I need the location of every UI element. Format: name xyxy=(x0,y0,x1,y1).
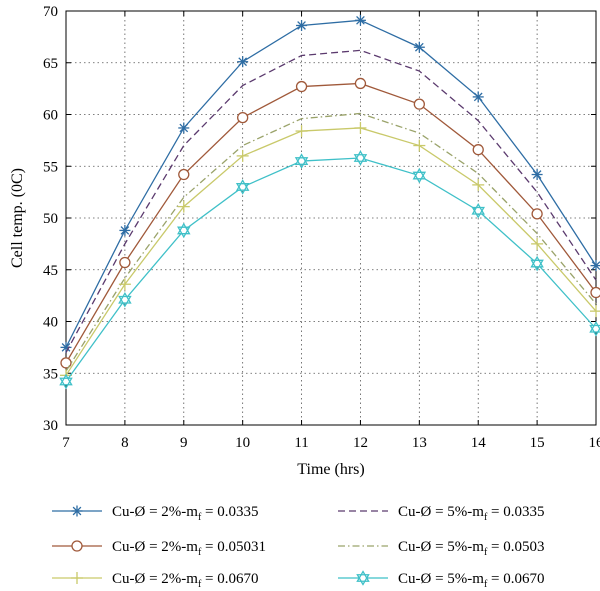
data-point xyxy=(531,169,543,181)
x-tick-label: 15 xyxy=(530,435,545,451)
y-tick-label: 45 xyxy=(43,263,58,279)
data-point xyxy=(119,256,131,269)
data-point xyxy=(177,200,190,213)
data-point xyxy=(295,80,308,93)
y-tick-label: 40 xyxy=(43,315,58,331)
data-point xyxy=(237,111,249,124)
x-axis: 7 8 9 10 11 12 13 14 15 16 xyxy=(62,11,600,451)
legend-marker xyxy=(71,505,83,517)
legend-item: Cu-Ø = 2%-mf = 0.0670 xyxy=(52,571,259,590)
legend-item: Cu-Ø = 5%-mf = 0.0670 xyxy=(338,570,545,590)
legend-item: Cu-Ø = 5%-mf = 0.0503 xyxy=(338,539,545,558)
data-point xyxy=(590,286,600,299)
x-axis-title: Time (hrs) xyxy=(297,461,364,478)
legend-label: Cu-Ø = 2%-mf = 0.0670 xyxy=(112,571,259,590)
data-point xyxy=(59,373,73,390)
series-5 xyxy=(60,121,600,382)
grid xyxy=(66,11,596,425)
data-point xyxy=(590,305,600,318)
x-tick-label: 8 xyxy=(121,435,129,451)
x-tick-label: 12 xyxy=(353,435,368,451)
legend-marker xyxy=(71,540,83,552)
data-point xyxy=(60,341,72,353)
legend-item: Cu-Ø = 5%-mf = 0.0335 xyxy=(338,504,545,523)
y-tick-label: 60 xyxy=(43,108,58,124)
data-point xyxy=(295,125,308,138)
data-point xyxy=(296,19,308,31)
legend-label: Cu-Ø = 2%-mf = 0.05031 xyxy=(112,539,266,558)
y-tick-label: 30 xyxy=(43,418,58,434)
data-point xyxy=(178,168,190,181)
data-point xyxy=(177,222,191,239)
data-point xyxy=(413,139,426,152)
legend-marker xyxy=(356,570,370,586)
data-point xyxy=(471,202,485,219)
y-tick-label: 55 xyxy=(43,159,58,175)
data-point xyxy=(236,149,249,162)
series-6 xyxy=(59,150,600,390)
data-point xyxy=(235,179,250,195)
series-line xyxy=(65,49,597,353)
legend-item: Cu-Ø = 2%-mf = 0.0335 xyxy=(52,504,259,523)
series-3 xyxy=(60,77,600,369)
series-line xyxy=(65,157,597,382)
data-point xyxy=(472,178,485,191)
legend-marker xyxy=(71,572,83,584)
series-line xyxy=(65,82,597,364)
legend-label: Cu-Ø = 5%-mf = 0.0335 xyxy=(398,504,545,523)
data-point xyxy=(472,144,484,156)
y-tick-label: 50 xyxy=(43,211,58,227)
x-tick-label: 16 xyxy=(589,435,600,451)
data-point xyxy=(412,167,427,184)
data-point xyxy=(118,291,132,308)
data-point xyxy=(354,121,367,134)
data-point xyxy=(531,237,544,250)
data-point xyxy=(294,153,309,169)
data-point xyxy=(472,91,484,103)
series-4 xyxy=(65,112,597,372)
x-tick-label: 7 xyxy=(62,435,70,451)
data-point xyxy=(413,98,425,110)
series-2 xyxy=(65,49,597,353)
legend-label: Cu-Ø = 5%-mf = 0.0503 xyxy=(398,539,545,558)
data-point xyxy=(589,320,600,337)
x-tick-label: 11 xyxy=(294,435,308,451)
data-point xyxy=(118,278,131,291)
y-tick-label: 70 xyxy=(43,4,58,20)
y-tick-label: 65 xyxy=(43,56,58,72)
series-line xyxy=(65,19,597,348)
legend: Cu-Ø = 2%-mf = 0.0335 Cu-Ø = 5%-mf = 0.03… xyxy=(52,504,545,590)
data-point xyxy=(354,77,367,90)
x-tick-label: 13 xyxy=(412,435,427,451)
series-1 xyxy=(60,14,600,353)
data-point xyxy=(353,150,368,166)
x-tick-label: 9 xyxy=(180,435,188,451)
x-tick-label: 14 xyxy=(471,435,487,451)
data-point xyxy=(531,208,543,220)
legend-label: Cu-Ø = 2%-mf = 0.0335 xyxy=(112,504,259,523)
y-tick-label: 35 xyxy=(43,366,58,382)
x-tick-label: 10 xyxy=(235,435,250,451)
y-axis-title: Cell temp. (0C) xyxy=(9,168,26,268)
series-line xyxy=(65,127,597,376)
data-point xyxy=(237,56,249,68)
legend-item: Cu-Ø = 2%-mf = 0.05031 xyxy=(52,539,266,558)
data-point xyxy=(354,14,366,26)
data-point xyxy=(530,255,544,272)
data-point xyxy=(60,357,72,369)
data-point xyxy=(413,41,425,53)
data-point xyxy=(178,122,190,134)
data-point xyxy=(119,224,131,236)
y-axis: 30 35 40 45 50 55 60 65 70 xyxy=(43,4,596,434)
series-layer xyxy=(59,14,600,390)
series-line xyxy=(65,112,597,372)
legend-label: Cu-Ø = 5%-mf = 0.0670 xyxy=(398,571,545,590)
